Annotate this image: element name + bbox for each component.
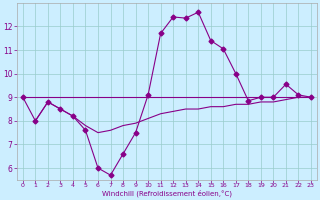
X-axis label: Windchill (Refroidissement éolien,°C): Windchill (Refroidissement éolien,°C) <box>102 190 232 197</box>
